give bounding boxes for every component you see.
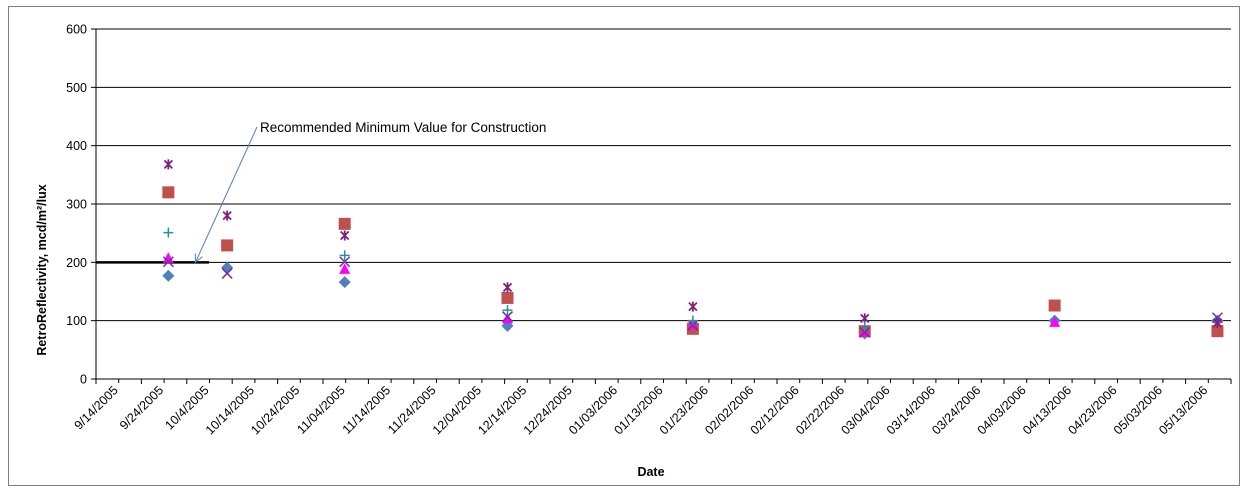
- gridlines: [95, 28, 1231, 380]
- x-tick-label: 9/14/2005: [72, 383, 121, 432]
- data-point-plus: [859, 321, 870, 332]
- data-point-plus: [163, 227, 174, 238]
- annotation-arrow: [195, 126, 258, 263]
- data-point-star: [163, 159, 173, 170]
- data-point-triangle: [501, 312, 513, 324]
- x-axis-label: Date: [637, 465, 664, 479]
- data-point-x: [221, 267, 233, 279]
- y-axis-label: RetroReflectivity, mcd/m²/lux: [35, 184, 49, 355]
- data-point-star: [340, 230, 350, 241]
- data-point-x: [162, 256, 174, 268]
- data-point-square: [501, 291, 514, 304]
- data-point-x: [339, 256, 351, 268]
- y-tick-label: 0: [80, 373, 87, 387]
- x-tick-label: 11/04/2005: [294, 383, 348, 437]
- annotation: Recommended Minimum Value for Constructi…: [194, 120, 546, 264]
- data-point-square: [338, 217, 351, 230]
- data-point-plus: [687, 315, 698, 326]
- y-tick-label: 100: [66, 314, 87, 328]
- data-point-triangle: [162, 252, 174, 263]
- x-tick-label: 10/24/2005: [248, 383, 302, 437]
- data-point-square: [1048, 299, 1061, 312]
- data-point-diamond: [338, 276, 351, 289]
- y-tick-label: 300: [66, 198, 87, 212]
- y-tick-label: 600: [66, 23, 87, 37]
- data-point-x: [501, 311, 514, 323]
- data-point-diamond: [162, 269, 175, 282]
- data-point-x: [859, 326, 871, 338]
- data-point-square: [162, 186, 175, 199]
- x-tick-label: 11/14/2005: [340, 383, 394, 437]
- data-point-star: [1212, 318, 1223, 328]
- x-tick-label: 9/24/2005: [117, 383, 166, 432]
- data-point-star: [502, 282, 513, 293]
- y-tick-label: 400: [66, 139, 87, 153]
- x-tick-label: 05/13/2006: [1156, 383, 1210, 437]
- data-point-diamond: [221, 261, 234, 274]
- data-point-triangle: [339, 263, 351, 274]
- y-tick-label: 500: [66, 81, 87, 95]
- data-point-square: [221, 239, 234, 252]
- y-tick-label: 200: [66, 256, 87, 270]
- data-point-triangle: [1049, 316, 1061, 327]
- data-point-plus: [502, 305, 513, 316]
- data-point-plus: [339, 250, 350, 261]
- annotation-arrowhead: [194, 253, 203, 264]
- data-point-star: [222, 210, 232, 221]
- x-axis-ticks: 9/14/20059/24/200510/4/200510/14/200510/…: [72, 379, 1232, 437]
- annotation-text: Recommended Minimum Value for Constructi…: [260, 120, 546, 135]
- y-axis-ticks: 0 100 200 300 400 500 600: [66, 23, 96, 387]
- data-points: [162, 159, 1224, 340]
- data-point-x: [1211, 312, 1223, 324]
- chart-frame: 0 100 200 300 400 500 600 9/14/2005 9/24/2005 10…: [8, 6, 1240, 486]
- data-point-star: [688, 301, 698, 312]
- data-point-square: [1211, 325, 1224, 338]
